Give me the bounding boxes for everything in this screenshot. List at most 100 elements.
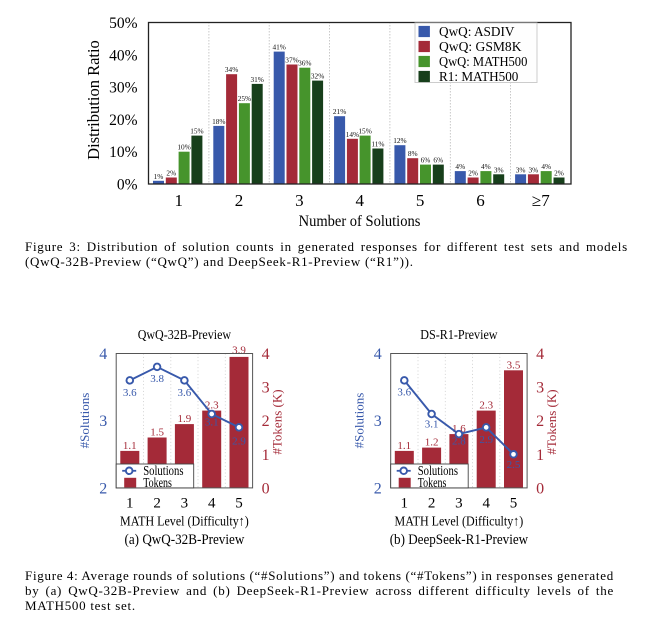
svg-text:4%: 4%	[481, 162, 491, 171]
svg-text:18%: 18%	[212, 117, 225, 126]
svg-text:3.9: 3.9	[232, 344, 246, 356]
svg-text:1%: 1%	[154, 172, 164, 181]
svg-text:4%: 4%	[541, 162, 551, 171]
svg-text:32%: 32%	[311, 72, 324, 81]
svg-text:4: 4	[536, 346, 544, 363]
svg-text:8%: 8%	[408, 149, 418, 158]
svg-text:3.6: 3.6	[397, 387, 411, 399]
svg-text:5: 5	[235, 496, 243, 512]
svg-text:QwQ-32B-Preview: QwQ-32B-Preview	[138, 328, 232, 343]
svg-text:R1: MATH500: R1: MATH500	[439, 69, 519, 84]
svg-text:(a) QwQ-32B-Preview: (a) QwQ-32B-Preview	[124, 532, 244, 548]
svg-text:5: 5	[510, 496, 518, 512]
svg-text:2: 2	[99, 480, 107, 497]
svg-text:10%: 10%	[109, 144, 138, 161]
svg-text:2: 2	[374, 480, 382, 497]
svg-text:2: 2	[428, 496, 436, 512]
svg-text:25%: 25%	[238, 94, 251, 103]
svg-text:2.3: 2.3	[479, 400, 493, 412]
svg-text:5: 5	[416, 191, 425, 210]
svg-text:3: 3	[455, 496, 463, 512]
svg-text:Solutions: Solutions	[418, 463, 458, 478]
svg-text:37%: 37%	[285, 56, 298, 65]
svg-text:QwQ: ASDIV: QwQ: ASDIV	[439, 24, 515, 39]
svg-text:2: 2	[153, 496, 161, 512]
svg-text:2%: 2%	[166, 169, 176, 178]
svg-text:2%: 2%	[468, 169, 478, 178]
svg-text:3.1: 3.1	[205, 417, 219, 429]
svg-text:6%: 6%	[421, 156, 431, 165]
svg-text:QwQ: GSM8K: QwQ: GSM8K	[439, 39, 522, 54]
svg-text:1: 1	[126, 496, 134, 512]
svg-text:1.1: 1.1	[123, 440, 137, 452]
svg-text:1: 1	[401, 496, 409, 512]
svg-text:10%: 10%	[177, 143, 190, 152]
svg-text:6%: 6%	[433, 156, 443, 165]
svg-text:0%: 0%	[117, 177, 138, 194]
svg-text:41%: 41%	[273, 43, 286, 52]
svg-text:1.5: 1.5	[150, 427, 164, 439]
svg-text:3: 3	[262, 380, 270, 397]
svg-text:1.2: 1.2	[425, 437, 439, 449]
svg-text:0: 0	[262, 480, 270, 497]
svg-text:2.5: 2.5	[507, 459, 521, 471]
svg-text:1: 1	[174, 191, 183, 210]
svg-text:3.6: 3.6	[123, 387, 137, 399]
svg-text:Tokens: Tokens	[143, 475, 172, 490]
svg-text:3: 3	[181, 496, 189, 512]
svg-text:2.8: 2.8	[452, 436, 466, 448]
svg-text:#Solutions: #Solutions	[352, 393, 367, 449]
svg-text:2: 2	[262, 413, 270, 430]
svg-text:3.6: 3.6	[178, 387, 192, 399]
svg-text:3.5: 3.5	[507, 359, 521, 371]
svg-text:14%: 14%	[346, 130, 359, 139]
svg-text:2.9: 2.9	[232, 435, 246, 447]
svg-text:40%: 40%	[109, 47, 138, 64]
svg-text:(b) DeepSeek-R1-Preview: (b) DeepSeek-R1-Preview	[390, 532, 529, 548]
svg-text:3.8: 3.8	[150, 373, 164, 385]
svg-text:2: 2	[536, 413, 544, 430]
svg-text:1.9: 1.9	[178, 413, 192, 425]
svg-text:1.1: 1.1	[397, 440, 411, 452]
svg-text:12%: 12%	[393, 136, 406, 145]
svg-text:21%: 21%	[333, 107, 346, 116]
svg-text:3.1: 3.1	[425, 418, 439, 430]
svg-text:3%: 3%	[494, 165, 504, 174]
svg-text:6: 6	[476, 191, 485, 210]
svg-text:QwQ: MATH500: QwQ: MATH500	[439, 54, 528, 69]
svg-text:4: 4	[208, 496, 216, 512]
svg-text:Solutions: Solutions	[143, 463, 183, 478]
svg-text:50%: 50%	[109, 15, 138, 32]
svg-text:3: 3	[99, 413, 107, 430]
svg-text:4: 4	[482, 496, 490, 512]
svg-text:4: 4	[356, 191, 365, 210]
svg-text:≥7: ≥7	[532, 191, 550, 210]
svg-text:#Solutions: #Solutions	[77, 393, 92, 449]
svg-text:15%: 15%	[190, 127, 203, 136]
svg-text:1: 1	[536, 447, 544, 464]
svg-text:4: 4	[99, 346, 107, 363]
svg-text:1: 1	[262, 447, 270, 464]
svg-text:20%: 20%	[109, 112, 138, 129]
svg-text:MATH Level (Difficulty↑): MATH Level (Difficulty↑)	[120, 515, 249, 530]
svg-text:2: 2	[235, 191, 244, 210]
svg-text:Tokens: Tokens	[418, 475, 447, 490]
svg-text:Distribution Ratio: Distribution Ratio	[84, 40, 103, 160]
svg-text:#Tokens (K): #Tokens (K)	[270, 389, 285, 454]
svg-text:4%: 4%	[455, 162, 465, 171]
svg-text:30%: 30%	[109, 80, 138, 97]
svg-text:4: 4	[374, 346, 382, 363]
svg-text:34%: 34%	[225, 65, 238, 74]
svg-text:3%: 3%	[529, 165, 539, 174]
svg-text:3: 3	[295, 191, 304, 210]
svg-text:DS-R1-Preview: DS-R1-Preview	[420, 328, 498, 343]
svg-text:2%: 2%	[554, 169, 564, 178]
svg-text:0: 0	[536, 480, 544, 497]
svg-text:#Tokens (K): #Tokens (K)	[544, 389, 559, 454]
svg-text:3: 3	[536, 380, 544, 397]
svg-text:MATH Level (Difficulty↑): MATH Level (Difficulty↑)	[395, 515, 524, 530]
svg-text:36%: 36%	[298, 59, 311, 68]
svg-text:2.9: 2.9	[479, 434, 493, 446]
svg-text:3: 3	[374, 413, 382, 430]
svg-text:11%: 11%	[371, 140, 384, 149]
